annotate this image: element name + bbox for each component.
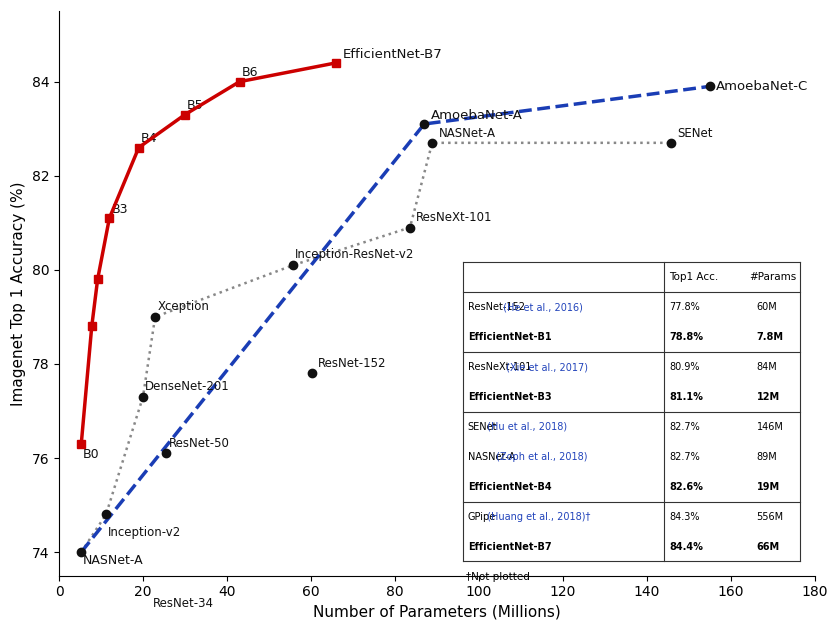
Text: ResNeXt-101: ResNeXt-101: [468, 362, 531, 372]
Text: EfficientNet-B7: EfficientNet-B7: [468, 541, 551, 551]
Text: 12M: 12M: [757, 392, 779, 402]
Text: 7.8M: 7.8M: [757, 332, 784, 342]
Text: NASNet-A: NASNet-A: [439, 127, 496, 141]
Text: ResNeXt-101: ResNeXt-101: [416, 211, 492, 224]
Text: SENet: SENet: [468, 422, 498, 432]
Text: EfficientNet-B1: EfficientNet-B1: [468, 332, 551, 342]
Text: B3: B3: [112, 203, 128, 216]
Text: NASNet-A: NASNet-A: [82, 555, 143, 567]
Text: 89M: 89M: [757, 452, 777, 462]
Text: B6: B6: [242, 66, 258, 80]
Text: 556M: 556M: [757, 512, 784, 522]
Text: EfficientNet-B7: EfficientNet-B7: [342, 47, 442, 61]
Text: (Hu et al., 2018): (Hu et al., 2018): [483, 422, 567, 432]
Text: 19M: 19M: [757, 481, 779, 492]
Text: NASNet-A: NASNet-A: [468, 452, 515, 462]
Text: ResNet-50: ResNet-50: [169, 437, 229, 449]
Text: AmoebaNet-C: AmoebaNet-C: [716, 80, 808, 93]
Text: #Params: #Params: [749, 272, 796, 282]
Text: 84.4%: 84.4%: [670, 541, 703, 551]
X-axis label: Number of Parameters (Millions): Number of Parameters (Millions): [313, 605, 560, 620]
Text: Xception: Xception: [157, 300, 209, 313]
Text: 80.9%: 80.9%: [670, 362, 700, 372]
Text: ResNet-152: ResNet-152: [468, 302, 525, 312]
Text: †Not plotted: †Not plotted: [466, 572, 530, 582]
Text: SENet: SENet: [677, 127, 713, 141]
Text: 146M: 146M: [757, 422, 784, 432]
Text: (Huang et al., 2018)†: (Huang et al., 2018)†: [483, 512, 590, 522]
Text: ResNet-34: ResNet-34: [153, 597, 214, 610]
Text: Inception-ResNet-v2: Inception-ResNet-v2: [295, 249, 414, 261]
Text: 84.3%: 84.3%: [670, 512, 700, 522]
Text: (Xie et al., 2017): (Xie et al., 2017): [503, 362, 587, 372]
Text: B4: B4: [141, 132, 158, 145]
Text: 60M: 60M: [757, 302, 777, 312]
Text: 82.7%: 82.7%: [670, 452, 701, 462]
Text: (Zoph et al., 2018): (Zoph et al., 2018): [493, 452, 587, 462]
Text: 77.8%: 77.8%: [670, 302, 701, 312]
Text: EfficientNet-B3: EfficientNet-B3: [468, 392, 551, 402]
Text: 78.8%: 78.8%: [670, 332, 704, 342]
Text: Inception-v2: Inception-v2: [108, 526, 181, 540]
Text: 82.6%: 82.6%: [670, 481, 703, 492]
Text: 82.7%: 82.7%: [670, 422, 701, 432]
Text: AmoebaNet-A: AmoebaNet-A: [430, 109, 523, 122]
Bar: [463, 262, 800, 562]
Text: GPipe: GPipe: [468, 512, 496, 522]
Text: (He et al., 2016): (He et al., 2016): [499, 302, 582, 312]
Text: 66M: 66M: [757, 541, 779, 551]
Text: Top1 Acc.: Top1 Acc.: [670, 272, 719, 282]
Y-axis label: Imagenet Top 1 Accuracy (%): Imagenet Top 1 Accuracy (%): [11, 181, 26, 406]
Text: DenseNet-201: DenseNet-201: [145, 380, 230, 393]
Text: B5: B5: [187, 99, 204, 112]
Text: B0: B0: [83, 447, 100, 461]
Text: 84M: 84M: [757, 362, 777, 372]
Text: 81.1%: 81.1%: [670, 392, 703, 402]
Text: EfficientNet-B4: EfficientNet-B4: [468, 481, 551, 492]
Text: ResNet-152: ResNet-152: [318, 357, 387, 370]
